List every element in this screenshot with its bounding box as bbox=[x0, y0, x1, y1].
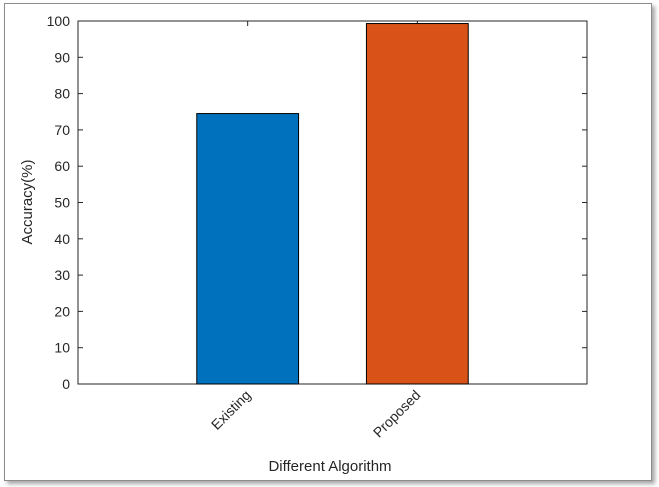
y-tick-label: 40 bbox=[54, 231, 70, 247]
y-tick-label: 0 bbox=[62, 376, 70, 392]
x-tick-label: Proposed bbox=[370, 387, 424, 441]
bars bbox=[196, 23, 469, 385]
y-axis: 0 10 20 30 40 50 60 70 80 90 100 bbox=[47, 13, 587, 392]
plot-area bbox=[77, 20, 588, 385]
x-tick-label: Existing bbox=[208, 387, 254, 433]
y-tick-label: 60 bbox=[54, 158, 70, 174]
y-axis-title: Accuracy(%) bbox=[19, 159, 36, 244]
bar-proposed bbox=[365, 23, 469, 385]
x-axis-title: Different Algorithm bbox=[268, 458, 391, 475]
y-tick-label: 50 bbox=[54, 195, 70, 211]
y-tick-label: 20 bbox=[54, 303, 70, 319]
y-tick-label: 70 bbox=[54, 122, 70, 138]
bar-existing bbox=[196, 113, 300, 385]
y-tick-label: 90 bbox=[54, 49, 70, 65]
y-tick-label: 10 bbox=[54, 340, 70, 356]
y-tick-label: 30 bbox=[54, 267, 70, 283]
y-tick-label: 100 bbox=[47, 13, 71, 29]
y-tick-label: 80 bbox=[54, 86, 70, 102]
